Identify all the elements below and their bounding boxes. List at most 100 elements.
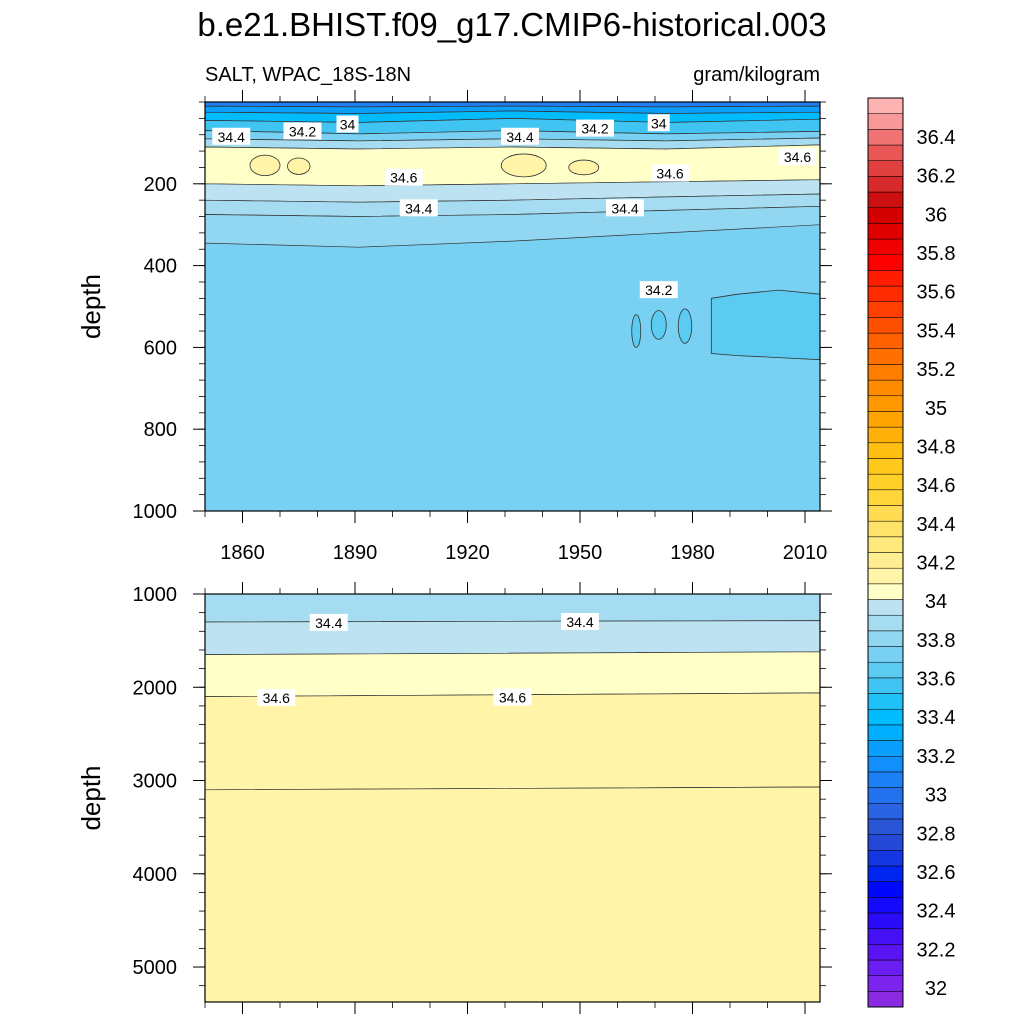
colorbar-swatch-40 xyxy=(867,364,904,381)
lower-frame xyxy=(204,593,821,1003)
colorbar-tick-label-2: 32.4 xyxy=(917,901,956,923)
upper-panel: 34.4 34.2 34 34.4 34.2 34 34.6 34.6 34.6 34.4 34.4… xyxy=(76,90,832,564)
colorbar-swatch-53 xyxy=(867,160,904,177)
colorbar-swatch-43 xyxy=(867,317,904,334)
upper-xtick-label-5: 2010 xyxy=(783,542,828,564)
upper-contour-label-1: 34.2 xyxy=(283,122,322,140)
colorbar-swatch-21 xyxy=(867,661,904,679)
upper-xtick-label-2: 1920 xyxy=(445,542,490,564)
upper-fresh-region xyxy=(710,289,820,361)
colorbar-swatch-33 xyxy=(867,473,904,491)
lower-ytick-label-2: 3000 xyxy=(133,771,178,793)
upper-xtick-label-3: 1950 xyxy=(558,542,603,564)
colorbar-swatch-49 xyxy=(867,223,904,240)
colorbar-swatch-51 xyxy=(867,191,904,208)
lower-contour-label-0: 34.4 xyxy=(309,613,348,631)
colorbar-swatch-5 xyxy=(867,912,904,929)
upper-contour-label-text-0: 34.4 xyxy=(218,129,245,145)
colorbar-swatch-55 xyxy=(867,129,904,146)
upper-fresh-blob-2 xyxy=(677,308,693,344)
lower-panel: 34.4 34.4 34.6 34.6 1000 2000 3000 4000 5000 dept… xyxy=(76,582,832,1014)
colorbar-tick-label-1: 32.2 xyxy=(917,939,956,961)
lower-band-3 xyxy=(205,692,820,791)
upper-ytick-label-1: 400 xyxy=(144,256,177,278)
lower-band-4 xyxy=(205,786,820,1002)
colorbar-swatch-14 xyxy=(867,771,904,788)
colorbar-swatch-3 xyxy=(867,944,904,961)
colorbar-tick-label-11: 34.2 xyxy=(917,553,956,575)
upper-contour-label-11: 34.2 xyxy=(639,281,678,299)
colorbar-tick-label-19: 35.8 xyxy=(917,243,956,265)
lower-ytick-label-0: 1000 xyxy=(133,584,178,606)
upper-contour-label-text-2: 34 xyxy=(340,116,356,132)
lower-contour-label-3: 34.6 xyxy=(493,688,532,706)
colorbar-swatch-2 xyxy=(867,959,904,976)
colorbar-tick-label-10: 34 xyxy=(925,591,947,613)
colorbar-swatch-29 xyxy=(867,536,904,553)
colorbar-swatch-18 xyxy=(867,708,904,726)
colorbar-tick-label-12: 34.4 xyxy=(917,514,956,536)
upper-contour-label-0: 34.4 xyxy=(212,127,251,145)
colorbar-tick-label-13: 34.6 xyxy=(917,475,956,497)
colorbar-tick-label-14: 34.8 xyxy=(917,436,956,458)
colorbar-swatch-47 xyxy=(867,254,904,271)
colorbar-swatch-15 xyxy=(867,755,904,773)
chart-title: b.e21.BHIST.f09_g17.CMIP6-historical.003 xyxy=(197,6,826,43)
colorbar-swatch-27 xyxy=(867,567,904,585)
lower-band-0 xyxy=(205,594,820,623)
upper-contour-label-text-5: 34 xyxy=(651,115,667,131)
colorbar-swatch-1 xyxy=(867,975,904,992)
colorbar-tick-label-0: 32 xyxy=(925,978,947,1000)
colorbar-tick-label-5: 33 xyxy=(925,785,947,807)
upper-contour-label-4: 34.2 xyxy=(576,119,614,137)
colorbar-swatch-22 xyxy=(867,646,904,663)
lower-band-2 xyxy=(205,651,820,697)
colorbar-tick-label-17: 35.4 xyxy=(917,320,956,342)
colorbar-swatch-54 xyxy=(867,144,904,161)
upper-pocket-2 xyxy=(500,153,547,178)
colorbar-tick-label-20: 36 xyxy=(925,204,947,226)
lower-contour-label-text-2: 34.6 xyxy=(263,690,290,706)
colorbar-tick-label-8: 33.6 xyxy=(917,669,956,691)
colorbar-swatch-52 xyxy=(867,176,904,193)
colorbar-swatch-17 xyxy=(867,724,904,741)
upper-contour-label-text-4: 34.2 xyxy=(581,121,608,137)
chart-subtitle-right: gram/kilogram xyxy=(693,64,820,86)
colorbar-swatch-36 xyxy=(867,426,904,444)
upper-fresh-blob-1 xyxy=(650,310,667,340)
colorbar-swatch-0 xyxy=(867,991,904,1008)
colorbar-swatch-28 xyxy=(867,552,904,569)
lower-ylabel: depth xyxy=(76,765,106,830)
colorbar-swatch-50 xyxy=(867,207,904,224)
colorbar-swatch-4 xyxy=(867,928,904,945)
upper-ytick-label-0: 200 xyxy=(144,174,177,196)
colorbar-swatch-56 xyxy=(867,113,904,130)
upper-contour-label-text-9: 34.4 xyxy=(405,200,432,216)
upper-contour-label-5: 34 xyxy=(647,114,670,132)
colorbar-tick-label-3: 32.6 xyxy=(917,862,956,884)
colorbar-swatch-10 xyxy=(867,834,904,851)
colorbar-swatch-30 xyxy=(867,520,904,538)
colorbar-swatch-25 xyxy=(867,599,904,616)
upper-contour-label-text-3: 34.4 xyxy=(506,129,533,145)
colorbar-tick-label-9: 33.8 xyxy=(917,630,956,652)
colorbar-swatch-48 xyxy=(867,238,904,255)
colorbar-swatch-46 xyxy=(867,270,904,287)
colorbar-swatch-13 xyxy=(867,787,904,804)
colorbar-tick-label-22: 36.4 xyxy=(917,127,956,149)
colorbar-swatch-44 xyxy=(867,301,904,318)
upper-ylabel: depth xyxy=(76,274,106,339)
upper-pocket-1 xyxy=(287,157,311,175)
colorbar-tick-label-6: 33.2 xyxy=(917,746,956,768)
lower-contour-label-text-3: 34.6 xyxy=(499,690,526,706)
upper-xtick-label-0: 1860 xyxy=(220,542,265,564)
lower-contour-label-text-1: 34.4 xyxy=(566,614,593,630)
lower-band-1 xyxy=(205,620,820,655)
colorbar-swatch-42 xyxy=(867,332,904,350)
upper-pocket-0 xyxy=(249,154,281,177)
upper-ytick-label-2: 600 xyxy=(144,337,177,359)
upper-xtick-label-1: 1890 xyxy=(333,542,378,564)
colorbar: 32 32.2 32.4 32.6 32.8 33 33.2 33.4 33.6 33.8 34 34… xyxy=(867,97,956,1008)
colorbar-swatch-38 xyxy=(867,395,904,412)
colorbar-swatch-20 xyxy=(867,677,904,694)
